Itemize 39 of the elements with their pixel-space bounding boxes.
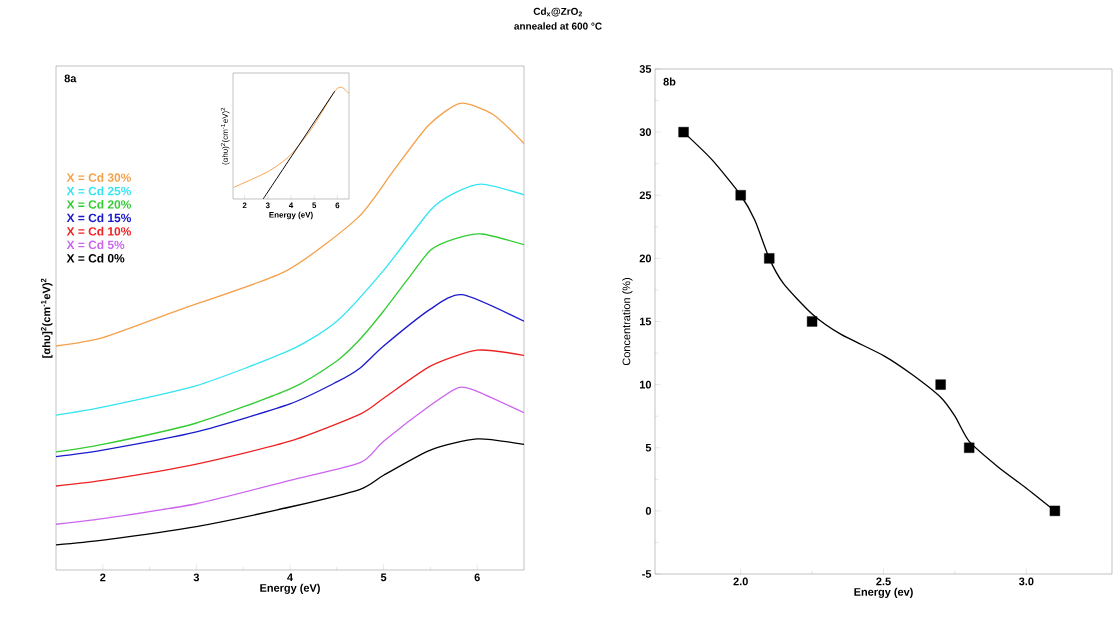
y-tick-label: 25 bbox=[639, 191, 652, 200]
x-tick-label: 2.0 bbox=[733, 577, 748, 586]
y-axis-title: Concentration (%) bbox=[622, 278, 633, 366]
point bbox=[935, 379, 946, 390]
text: X = Cd 5% bbox=[66, 240, 125, 250]
x-tick-label: 6 bbox=[474, 573, 480, 582]
annotation: 8b bbox=[663, 77, 676, 86]
y-tick-label: 20 bbox=[639, 254, 652, 263]
y-axis-title: [αhυ]$^{2}$(cm$^{-1}$eV)$^{2}$ bbox=[40, 278, 53, 358]
y-tick-label: 35 bbox=[639, 65, 652, 73]
x-tick-label: 2.5 bbox=[876, 577, 891, 586]
point bbox=[735, 190, 746, 201]
x-tick-label: 5 bbox=[380, 573, 387, 582]
point bbox=[678, 126, 689, 138]
x-axis-title: Energy (ev) bbox=[854, 587, 913, 598]
x-tick-label: 3.0 bbox=[1018, 577, 1034, 586]
text: X = Cd 20% bbox=[66, 199, 132, 209]
point bbox=[964, 442, 975, 453]
y-tick-label: 15 bbox=[639, 317, 652, 326]
x-axis-title: Energy (eV) bbox=[260, 583, 320, 594]
y-tick-label: 10 bbox=[639, 380, 652, 389]
y-tick-label: 30 bbox=[639, 128, 652, 137]
y-tick-label: 0 bbox=[645, 507, 652, 515]
x-tick-label: 3 bbox=[193, 573, 200, 582]
text: Cd$_{x}$@ZrO$_{2}$ bbox=[533, 7, 582, 17]
text: X = Cd 10% bbox=[66, 226, 132, 236]
y-tick-label: 5 bbox=[645, 443, 652, 452]
text: X = Cd 15% bbox=[66, 213, 132, 223]
x-tick-label: 4 bbox=[287, 573, 293, 582]
point bbox=[764, 253, 775, 264]
text: X = Cd 0% bbox=[66, 253, 125, 263]
text: X = Cd 30% bbox=[66, 173, 132, 182]
y-tick-label: -5 bbox=[642, 570, 652, 578]
text: annealed at 600 °C bbox=[514, 22, 602, 30]
text: 8a bbox=[64, 74, 77, 83]
text: X = Cd 25% bbox=[66, 186, 132, 196]
point bbox=[806, 316, 818, 327]
x-tick-label: 2 bbox=[100, 573, 106, 582]
point bbox=[1049, 505, 1061, 517]
